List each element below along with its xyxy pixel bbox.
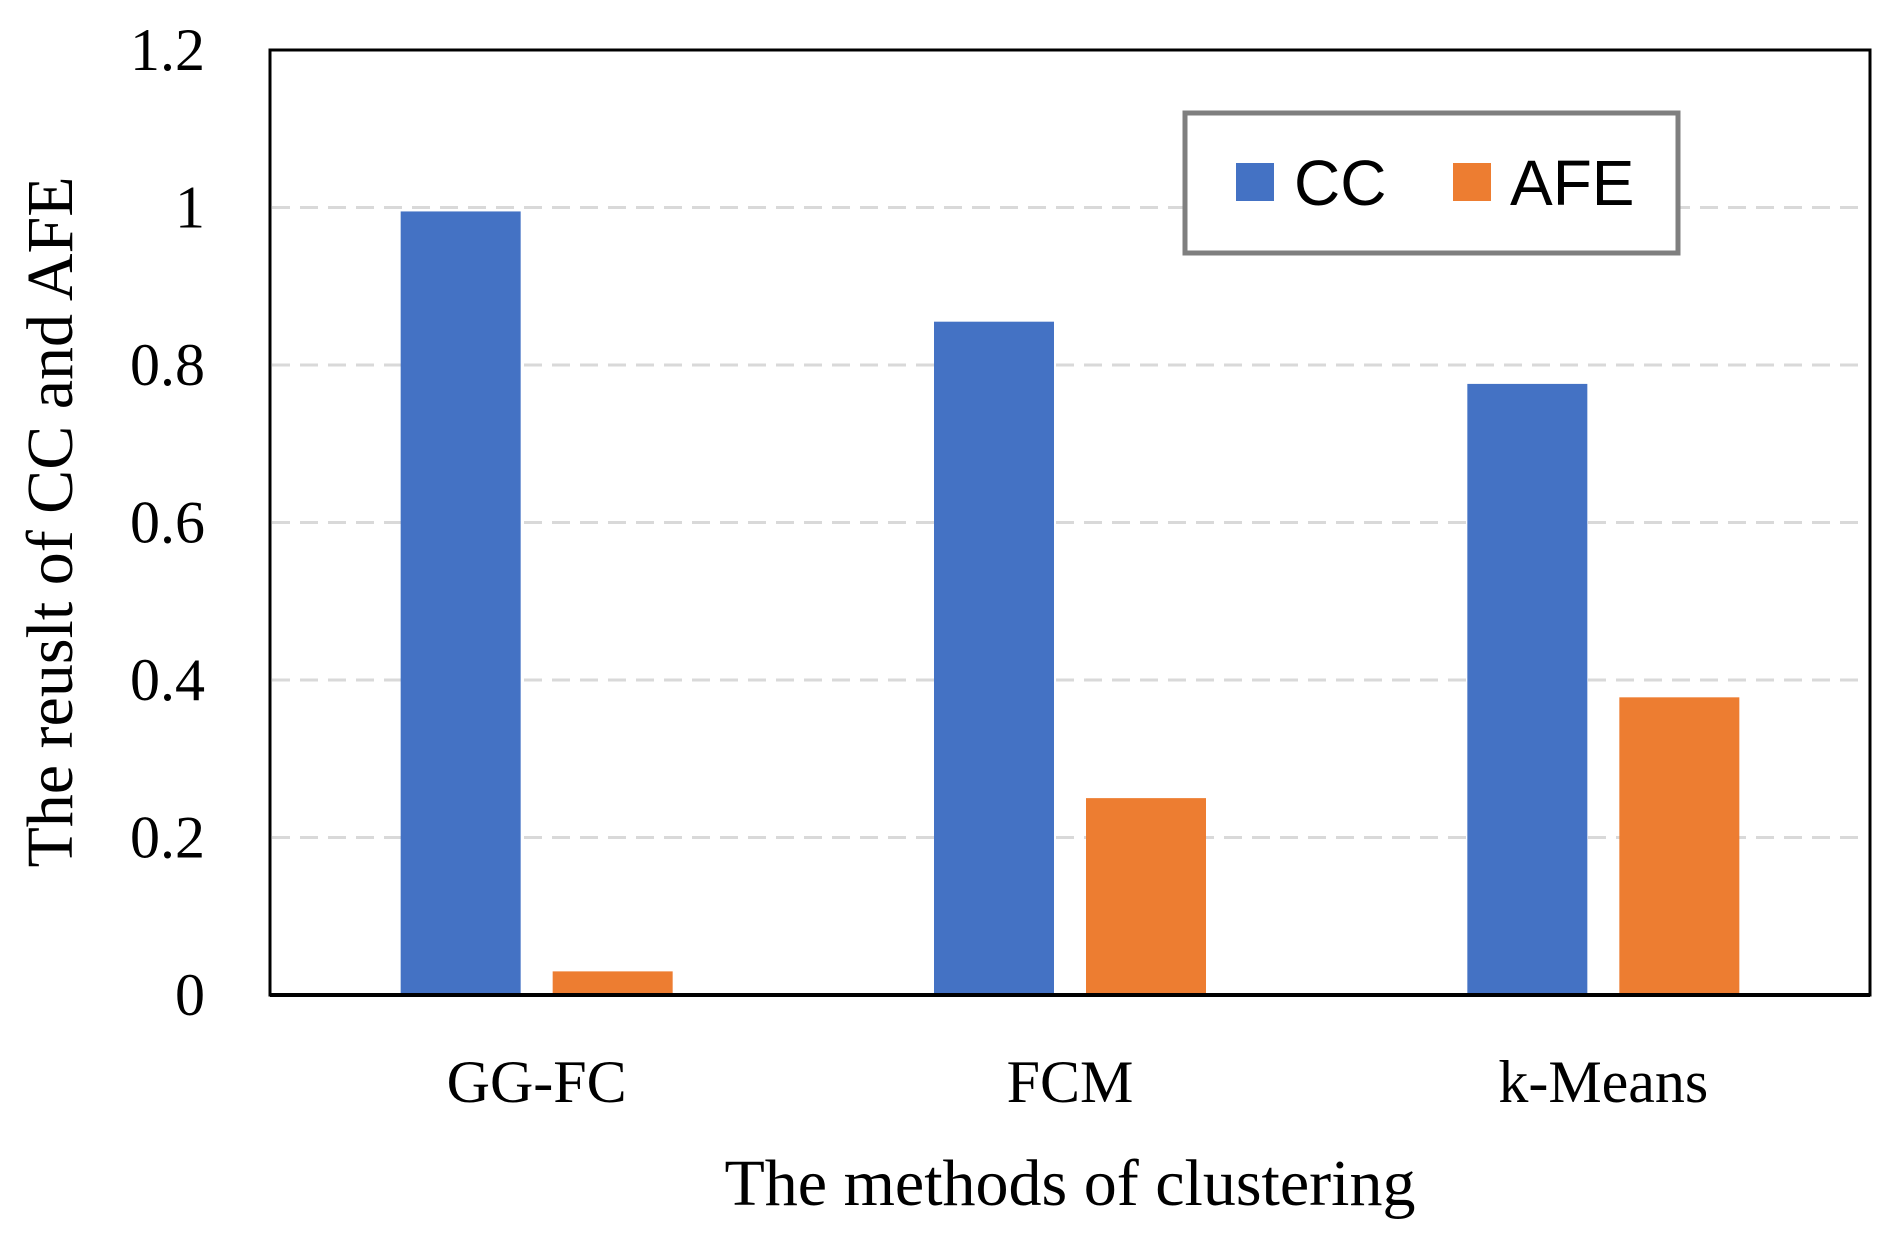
bar-afe-k-means — [1619, 697, 1740, 995]
x-tick-labels: GG-FC FCM k-Means — [447, 1049, 1709, 1115]
bar-afe-fcm — [1086, 798, 1206, 995]
bar-cc-k-means — [1467, 383, 1588, 995]
bar-afe-gg-fc — [552, 971, 673, 995]
legend-label-cc: CC — [1294, 147, 1386, 219]
y-tick-label: 0.6 — [130, 490, 205, 556]
y-axis-title: The reuslt of CC and AFE — [14, 176, 87, 867]
y-tick-labels: 0 0.2 0.4 0.6 0.8 1 1.2 — [130, 17, 205, 1028]
x-axis-title: The methods of clustering — [724, 1147, 1415, 1220]
y-tick-label: 0.2 — [130, 805, 205, 871]
legend-swatch-cc — [1236, 163, 1274, 201]
y-tick-label: 0.4 — [130, 647, 205, 713]
bar-cc-gg-fc — [400, 211, 521, 995]
y-tick-label: 1 — [175, 175, 205, 241]
y-tick-label: 0.8 — [130, 332, 205, 398]
bars — [400, 211, 1740, 995]
legend: CC AFE — [1182, 110, 1681, 256]
y-tick-label: 1.2 — [130, 17, 205, 83]
legend-label-afe: AFE — [1510, 147, 1634, 219]
bar-cc-fcm — [934, 321, 1054, 995]
x-tick-label: GG-FC — [447, 1049, 627, 1115]
legend-swatch-afe — [1453, 163, 1491, 201]
x-tick-label: FCM — [1007, 1049, 1134, 1115]
y-tick-label: 0 — [175, 962, 205, 1028]
x-tick-label: k-Means — [1498, 1049, 1708, 1115]
